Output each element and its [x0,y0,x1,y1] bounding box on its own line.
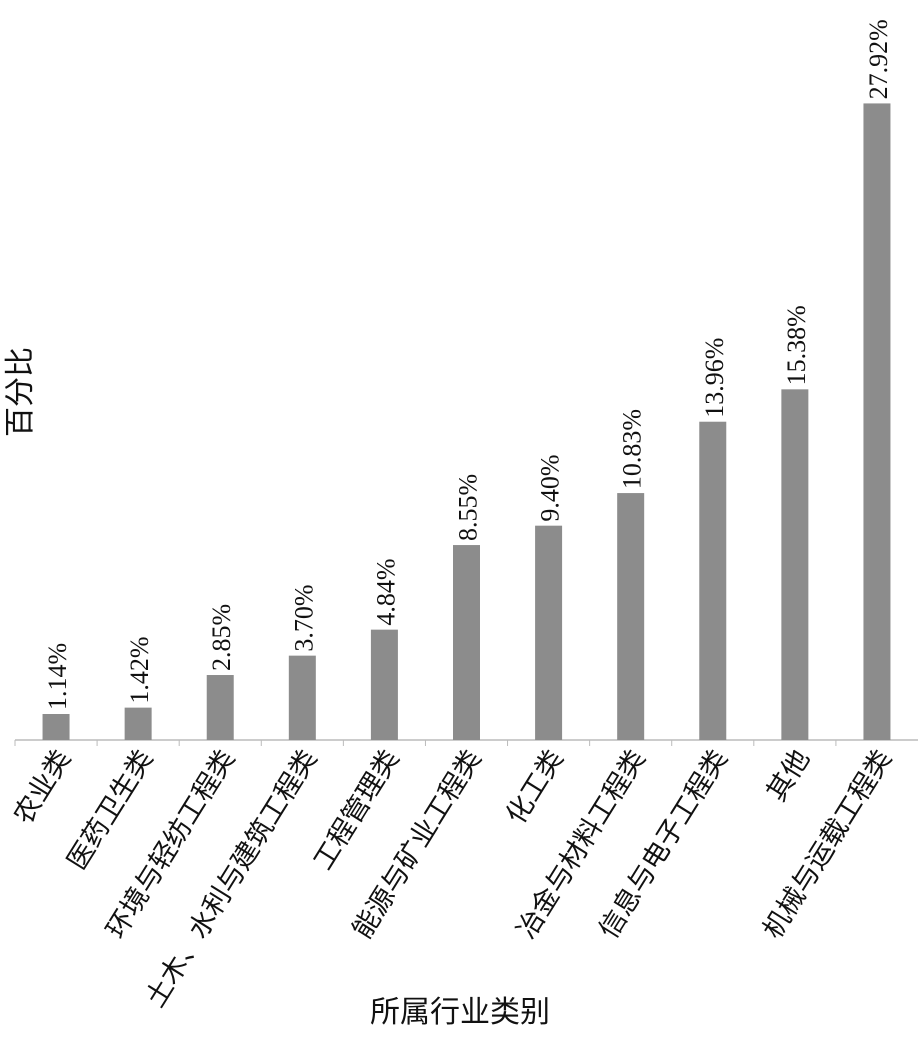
value-label: 4.84% [371,558,400,625]
value-label: 1.42% [125,636,154,703]
bar [699,421,727,740]
value-label: 13.96% [700,338,729,418]
x-tick-label: 其他 [761,745,815,807]
bar [124,707,152,740]
bar [863,103,891,740]
value-label: 9.40% [536,455,565,522]
value-label: 1.14% [43,643,72,710]
value-label: 10.83% [618,409,647,489]
bar [42,714,70,740]
x-axis-title: 所属行业类别 [370,996,550,1029]
x-tick-label: 工程管理类 [308,745,405,875]
bar [288,655,316,740]
x-tick-label: 农业类 [8,745,76,830]
bar [206,675,234,740]
value-label: 8.55% [454,474,483,541]
bar [617,493,645,740]
y-axis-title: 百分比 [4,347,37,437]
x-tick-label: 化工类 [501,745,569,830]
x-tick-label: 医药卫生类 [62,745,159,875]
x-tick-label: 土木、水利与建筑工程类 [140,745,323,1013]
value-label: 15.38% [782,305,811,385]
bar [781,389,809,740]
value-label: 3.70% [289,584,318,651]
value-label: 2.85% [207,604,236,671]
bar [535,525,563,740]
bar [370,629,398,740]
bar [453,545,480,740]
value-label: 27.92% [864,19,893,99]
